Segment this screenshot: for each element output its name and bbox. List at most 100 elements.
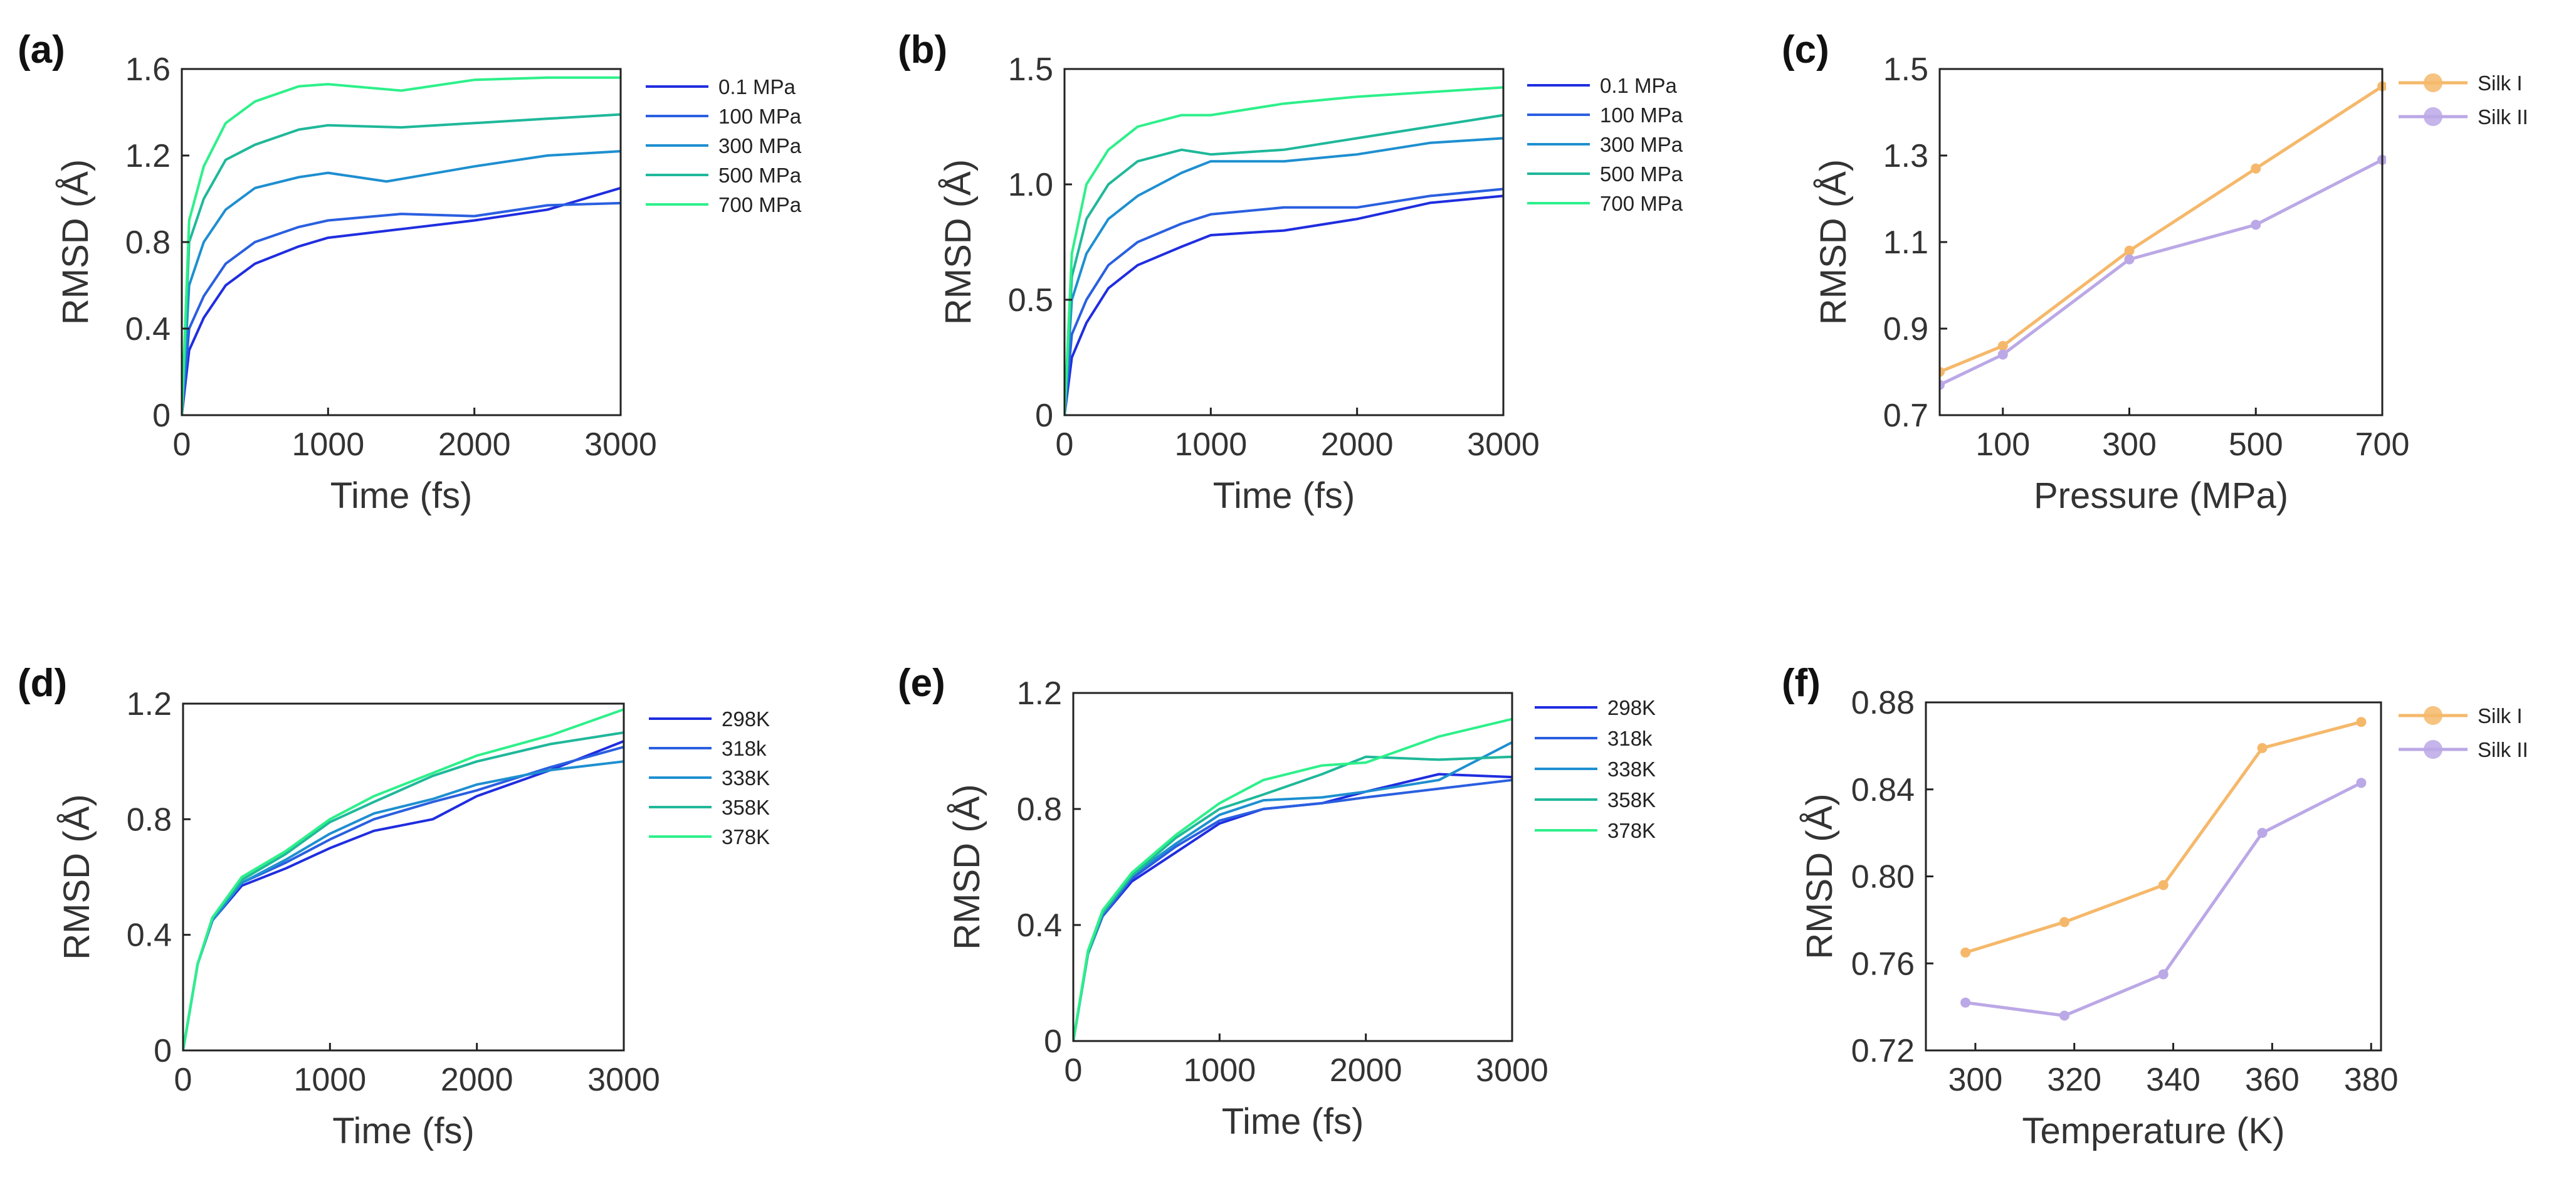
y-tick-label: 1.5 [1883,51,1928,88]
panel-c: (c) 100 300 500 700 0.7 0.9 1.1 1.3 1.5 Pressure (… [1782,28,2528,516]
legend: Silk I Silk II [2399,704,2528,761]
data-point [2356,778,2367,788]
y-tick-label: 0.8 [127,801,172,838]
x-axis-label: Pressure (MPa) [2034,475,2288,516]
legend-label: 298K [722,707,770,731]
legend: 0.1 MPa 100 MPa 300 MPa 500 MPa 700 MPa [646,75,802,216]
series-line-1 [1073,773,1513,1041]
panel-d: (d) 0 1000 2000 3000 0 0.4 0.8 1.2 Time (fs) RMSD … [18,662,770,1151]
legend-marker [2424,740,2442,759]
plot-frame [1072,692,1513,1042]
data-point [1997,341,2008,351]
x-axis-label: Temperature (K) [2022,1111,2284,1151]
legend-label: 100 MPa [1600,103,1683,127]
plot-frame [182,702,625,1052]
series-group [182,76,621,415]
legend-label: 100 MPa [718,105,802,128]
y-tick-label: 0.76 [1851,946,1915,982]
series-line-1 [182,186,621,415]
y-tick-label: 0 [152,398,171,434]
x-tick-label: 100 [1975,426,2030,463]
x-tick-label: 1000 [1183,1052,1256,1089]
x-axis-label: Time (fs) [330,475,473,516]
y-axis-label: RMSD (Å) [947,784,987,949]
x-tick-label: 320 [2047,1062,2101,1098]
y-tick-label: 0.8 [125,225,171,261]
x-axis-label: Time (fs) [1213,475,1355,516]
y-tick-label: 0.4 [127,917,172,954]
series-line-4 [1065,114,1504,415]
series-line-2 [182,201,621,415]
data-point [2059,917,2069,928]
legend-label: Silk I [2478,704,2523,727]
panel-b: (b) 0 1000 2000 3000 0 0.5 1.0 1.5 Time (fs) RMSD … [898,28,1683,516]
legend-label: 338K [1607,758,1656,781]
data-point [1940,379,1945,390]
y-axis-label: RMSD (Å) [938,159,979,325]
panel-label: (e) [898,662,945,705]
legend-label: 300 MPa [718,134,802,157]
plot-frame [181,68,622,416]
legend-label: 700 MPa [1600,192,1683,215]
data-point [1940,367,1945,377]
series-line-5 [1073,717,1513,1041]
y-axis-label: RMSD (Å) [1813,159,1854,325]
x-tick-label: 3000 [587,1062,660,1098]
x-tick-label: 500 [2229,426,2283,463]
legend-label: 500 MPa [718,164,802,187]
x-tick-label: 0 [174,1062,192,1098]
panel-label: (f) [1782,662,1821,705]
y-tick-label: 0.4 [1017,907,1062,944]
x-tick-label: 380 [2344,1062,2399,1098]
panel-f: (f) 300 320 340 360 380 0.72 0.76 0.80 0.84 0.88 Te… [1782,662,2528,1151]
legend-label: 300 MPa [1600,133,1683,156]
series-line-2 [1065,188,1504,415]
data-point [1960,997,1971,1008]
legend-label: Silk II [2478,105,2528,129]
y-tick-label: 0.88 [1851,685,1915,721]
legend-label: 378K [1607,819,1656,842]
y-tick-label: 0.72 [1851,1033,1915,1069]
y-tick-label: 0.9 [1883,311,1928,347]
panel-label: (d) [18,662,67,705]
x-tick-label: 340 [2146,1062,2200,1098]
legend-label: 0.1 MPa [1600,74,1678,97]
legend-label: 700 MPa [718,193,802,216]
panel-label: (c) [1782,28,1829,71]
y-tick-label: 1.3 [1883,138,1928,174]
series-group [183,708,624,1050]
x-tick-label: 2000 [441,1062,513,1098]
y-tick-label: 1.2 [125,138,171,174]
series-group [1073,717,1513,1041]
plot-frame [1938,68,2384,416]
series-group [1065,86,1504,415]
data-point [2158,880,2169,891]
data-point [2158,969,2169,980]
data-point [2251,219,2261,230]
data-point [2059,1010,2069,1021]
y-tick-label: 0.7 [1883,398,1928,434]
plot-frame [1925,701,2382,1052]
series-line-1 [1940,85,2384,374]
x-tick-label: 360 [2245,1062,2300,1098]
legend-marker [2424,73,2442,92]
series-line-4 [182,113,621,415]
series-line-3 [1065,137,1504,415]
y-tick-label: 0.8 [1017,791,1062,828]
legend-label: 0.1 MPa [718,75,796,98]
y-axis-label: RMSD (Å) [56,794,97,959]
y-tick-label: 0.5 [1008,282,1053,319]
legend-label: 358K [1607,788,1656,811]
series-line-2 [183,746,624,1050]
legend-label: 318k [722,737,767,760]
panel-a: (a) 0 1000 2000 3000 0 0.4 0.8 1.2 1.6 Time (fs) RM… [18,28,802,516]
legend: 298K 318k 338K 358K 378K [1535,696,1656,842]
x-tick-label: 2000 [1321,426,1394,463]
y-tick-label: 1.5 [1008,51,1053,88]
legend-label: 358K [722,796,770,819]
x-tick-label: 2000 [1330,1052,1402,1089]
series-line-1 [1965,720,2362,954]
y-tick-label: 0 [1044,1023,1062,1060]
series-group [1960,717,2367,1021]
